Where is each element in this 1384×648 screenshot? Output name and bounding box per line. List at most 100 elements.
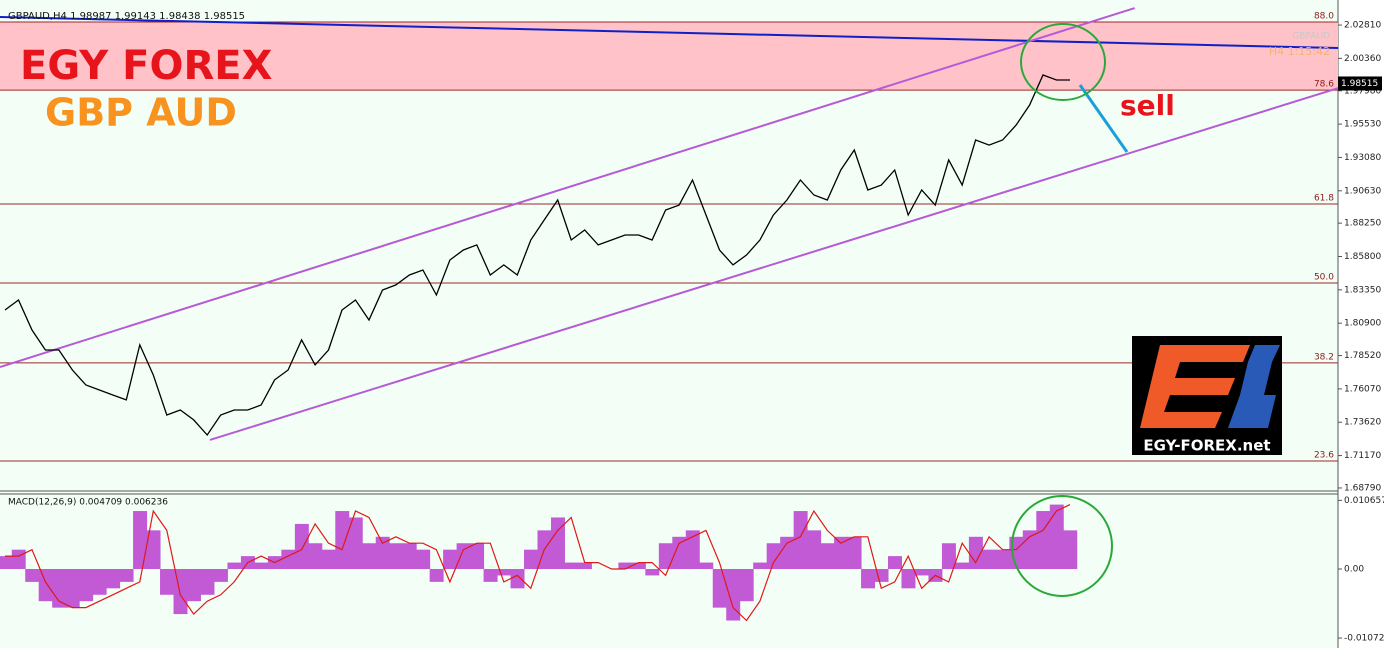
logo-shape [1140,345,1250,428]
y-tick-label: 1.71170 [1344,451,1381,461]
histogram-bar [766,543,781,569]
histogram-bar [213,569,228,582]
histogram-bar [119,569,134,582]
histogram-bar [968,536,983,569]
price-marker-label: 1.98515 [1341,79,1378,89]
histogram-bar [510,569,525,589]
signal-line [5,504,1071,622]
histogram-bar [92,569,107,595]
histogram-bar [901,569,916,589]
trend-line [209,87,1339,441]
pair-title: GBP AUD [45,91,237,135]
histogram-bar [631,562,646,569]
histogram-bar [25,569,40,582]
histogram-bar [456,543,471,569]
histogram-bar [847,536,862,569]
histogram-bar [497,569,512,576]
histogram-bar [1063,530,1078,569]
histogram-bar [200,569,215,595]
trend-line [0,7,1136,368]
bar-timer: H4 1:15:42 [1269,45,1330,58]
histogram-bar [564,562,579,569]
y-tick-label: 1.93080 [1344,153,1381,163]
logo-text: EGY-FOREX.net [1143,437,1270,455]
price-marker [1338,76,1382,91]
fib-label: 61.8 [1314,193,1334,203]
histogram-bar [861,569,876,589]
sell-annotation: sell [1120,89,1175,122]
histogram-bar [712,569,727,608]
histogram-bar [79,569,94,602]
histogram-bar [524,549,538,569]
histogram-bar [294,523,309,569]
chart-title: GBPAUD,H4 1.98987 1.99143 1.98438 1.9851… [8,11,245,22]
histogram-bar [793,511,808,569]
histogram-bar [914,569,929,576]
histogram-bar [820,543,835,569]
y-tick-label: 1.97980 [1344,86,1381,96]
histogram-bar [739,569,754,602]
histogram-bar [941,543,956,569]
y-tick-label: 1.68790 [1344,483,1381,493]
histogram-bar [133,511,148,569]
histogram-bar [726,569,741,621]
sell-arrow [1078,84,1129,153]
y-tick-label: -0.010721 [1344,634,1384,644]
histogram-bar [874,569,889,582]
y-tick-label: 0.00 [1344,565,1364,575]
histogram-bar [160,569,175,595]
histogram-bar [699,562,714,569]
histogram-bar [995,549,1010,569]
histogram-bar [834,536,849,569]
histogram-bar [685,530,700,569]
histogram-bar [672,536,687,569]
histogram-bar [65,569,80,608]
histogram-bar [483,569,498,582]
logo: EGY-FOREX.net [1132,336,1282,455]
fib-label: 88.0 [1314,12,1334,22]
histogram-bar [348,517,363,569]
histogram-bar [375,536,390,569]
histogram-bar [982,549,997,569]
histogram-bar [443,549,458,569]
y-tick-label: 1.85800 [1344,252,1381,262]
y-tick-label: 1.90630 [1344,186,1381,196]
histogram-bar [11,549,26,569]
histogram-bar [0,556,13,569]
histogram-bar [645,569,660,576]
histogram-bar [52,569,67,608]
histogram-bar [955,562,970,569]
highlight-circle [1020,23,1106,101]
histogram-bar [281,549,296,569]
histogram-bar [658,543,673,569]
histogram-bar [429,569,444,582]
y-tick-label: 1.80900 [1344,319,1381,329]
histogram-bar [753,562,768,569]
y-tick-label: 1.78520 [1344,351,1381,361]
y-tick-label: 1.95530 [1344,120,1381,130]
logo-shape [1228,345,1280,428]
histogram-bar [470,543,485,569]
histogram-bar [146,530,161,569]
highlight-circle [1011,495,1113,597]
brand-title: EGY FOREX [20,43,273,89]
fib-label: 23.6 [1314,451,1334,461]
histogram-bar [807,530,822,569]
y-tick-label: 1.76070 [1344,384,1381,394]
histogram-bar [106,569,121,589]
fib-label: 50.0 [1314,273,1334,283]
fib-label: 78.6 [1314,80,1334,90]
histogram-bar [362,543,377,569]
histogram-bar [416,549,431,569]
histogram-bar [173,569,188,615]
y-tick-label: 1.73620 [1344,418,1381,428]
y-tick-label: 2.02810 [1344,21,1381,31]
histogram-bar [335,511,350,569]
histogram-bar [308,543,323,569]
trend-line [0,16,1339,50]
y-tick-label: 2.00360 [1344,54,1381,64]
indicator-title: MACD(12,26,9) 0.004709 0.006236 [8,498,168,508]
histogram-bar [780,536,795,569]
